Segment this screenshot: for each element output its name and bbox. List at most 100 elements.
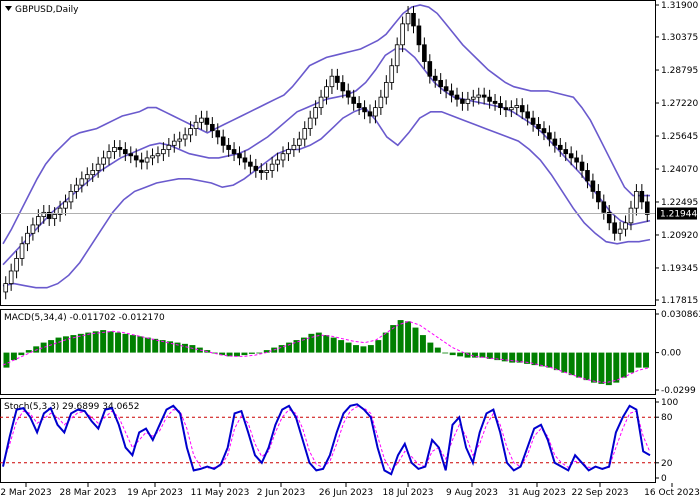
price-tick-label: 1.28795	[661, 66, 698, 76]
candle	[117, 140, 123, 157]
macd-bar	[553, 352, 560, 371]
candle	[351, 89, 356, 111]
candle	[465, 91, 471, 111]
candle	[590, 173, 596, 199]
macd-bar	[70, 335, 77, 353]
macd-y-axis: 0.030863 0.00 -0.0299	[655, 310, 700, 396]
candle	[25, 225, 30, 252]
stoch-tick-label: 100	[661, 398, 678, 408]
bollinger-lower-line	[2, 106, 651, 289]
macd-bar	[546, 352, 553, 368]
candlesticks	[3, 6, 650, 300]
candle	[297, 131, 302, 153]
candle	[634, 184, 639, 216]
candle	[557, 137, 563, 157]
macd-bar	[330, 337, 337, 353]
candle	[95, 156, 101, 178]
candle	[552, 131, 558, 153]
macd-bar	[516, 352, 523, 363]
macd-bar	[77, 333, 84, 353]
price-tick-label: 1.27220	[661, 99, 698, 109]
current-price-label: 1.21944	[660, 210, 697, 220]
dropdown-arrow-icon[interactable]	[5, 6, 12, 11]
candle	[242, 150, 248, 170]
candle	[57, 200, 63, 222]
candle	[639, 184, 645, 210]
macd-bar	[10, 352, 17, 361]
candle	[188, 121, 193, 143]
candle	[286, 142, 291, 162]
candle	[19, 236, 25, 266]
macd-bar	[189, 345, 196, 353]
candle	[324, 79, 329, 105]
price-tick-label: 1.22495	[661, 198, 698, 208]
macd-bar	[248, 352, 255, 354]
candle	[454, 87, 460, 107]
stoch-level-lines	[0, 416, 655, 464]
stoch-y-axis: 100 80 20 0	[655, 398, 678, 484]
macd-tick-label: 0.030863	[661, 310, 700, 320]
candle	[46, 205, 52, 226]
candle	[79, 171, 85, 193]
candle	[525, 104, 530, 126]
candle	[498, 96, 503, 115]
macd-panel-frame	[0, 309, 656, 395]
stoch-lines	[2, 403, 651, 476]
candle	[30, 217, 36, 241]
candle	[438, 73, 443, 95]
x-tick-label: 11 May 2023	[191, 488, 250, 498]
stoch-tick-label: 20	[661, 459, 673, 469]
candle	[161, 142, 166, 162]
candle	[275, 152, 280, 172]
candle	[139, 152, 144, 170]
candle	[74, 177, 79, 199]
symbol-title: GBPUSD,Daily	[15, 5, 79, 15]
candle	[389, 58, 395, 90]
macd-bar	[315, 332, 322, 353]
candle	[335, 68, 340, 90]
candle	[514, 98, 520, 115]
macd-signal-line	[2, 320, 651, 384]
macd-bar	[591, 352, 597, 383]
macd-bar	[561, 352, 568, 373]
macd-bar	[382, 332, 389, 353]
candle	[210, 117, 215, 138]
candle	[291, 137, 297, 157]
candle	[41, 205, 47, 224]
price-tick-label: 1.30375	[661, 33, 698, 43]
macd-bar	[85, 332, 92, 353]
candle	[313, 100, 318, 126]
macd-bar	[137, 336, 144, 353]
candle	[106, 144, 112, 166]
macd-bar	[338, 340, 345, 353]
macd-bar	[174, 342, 181, 353]
macd-bar	[479, 352, 486, 358]
macd-bar	[25, 350, 32, 353]
stoch-tick-label: 0	[661, 474, 667, 484]
macd-bar	[449, 352, 456, 356]
stoch-tick-label: 80	[661, 413, 673, 423]
candle	[356, 96, 362, 115]
macd-bar	[457, 352, 464, 357]
candle	[150, 148, 155, 166]
candle	[503, 100, 509, 118]
candle	[318, 89, 324, 115]
current-price-box	[657, 207, 697, 220]
macd-bar	[531, 352, 538, 366]
price-y-axis: 1.31900 1.30375 1.28795 1.27220 1.25645 1.240…	[655, 1, 698, 306]
candle	[171, 133, 177, 153]
candle	[3, 276, 9, 300]
candle	[199, 110, 204, 130]
macd-bar	[92, 331, 99, 353]
candle	[563, 142, 569, 162]
macd-bar	[278, 345, 285, 353]
macd-bar	[509, 352, 516, 363]
candle	[394, 37, 400, 74]
macd-bar	[583, 352, 590, 381]
candle	[52, 207, 57, 226]
candle	[144, 150, 150, 170]
candle	[220, 129, 226, 153]
candle	[460, 91, 465, 111]
candle	[155, 146, 161, 164]
